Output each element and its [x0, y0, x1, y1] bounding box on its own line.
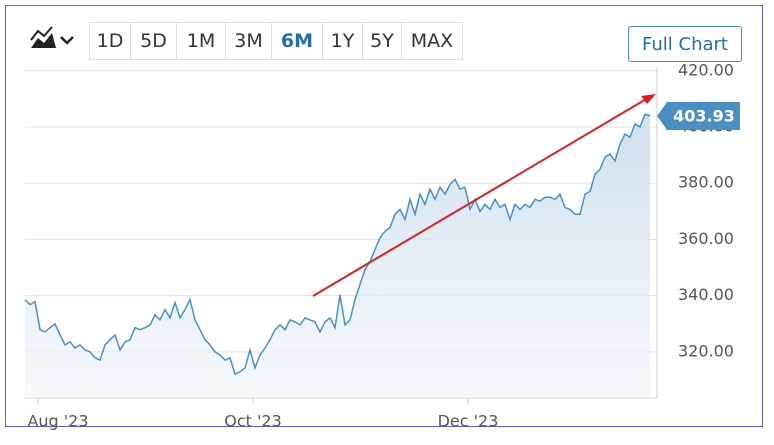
y-tick-label: 380.00 [678, 173, 734, 192]
annotation-arrow [312, 97, 649, 297]
y-tick-label: 340.00 [678, 285, 734, 304]
price-line [24, 113, 651, 376]
range-button[interactable]: 5D [130, 22, 177, 60]
range-button[interactable]: 1D [89, 22, 131, 60]
x-tick-label: Aug '23 [27, 412, 88, 431]
x-tick-label: Dec '23 [438, 412, 499, 431]
area-fill [25, 114, 650, 398]
last-price-label: 403.93 [673, 106, 735, 125]
arrow-head [641, 94, 656, 104]
range-button[interactable]: 6M [271, 22, 323, 60]
x-tick-label: Oct '23 [224, 412, 282, 431]
full-chart-button[interactable]: Full Chart [628, 26, 742, 62]
y-tick-label: 360.00 [678, 229, 734, 248]
range-button[interactable]: MAX [401, 22, 463, 60]
range-button[interactable]: 1M [176, 22, 226, 60]
chart-type-icon[interactable] [30, 26, 74, 48]
range-button[interactable]: 5Y [362, 22, 402, 60]
frame [5, 5, 763, 427]
range-button[interactable]: 3M [225, 22, 272, 60]
y-tick-label: 320.00 [678, 341, 734, 360]
plot [24, 113, 651, 398]
last-price-tag [657, 101, 740, 130]
y-tick-label: 420.00 [678, 60, 734, 79]
range-button[interactable]: 1Y [322, 22, 363, 60]
